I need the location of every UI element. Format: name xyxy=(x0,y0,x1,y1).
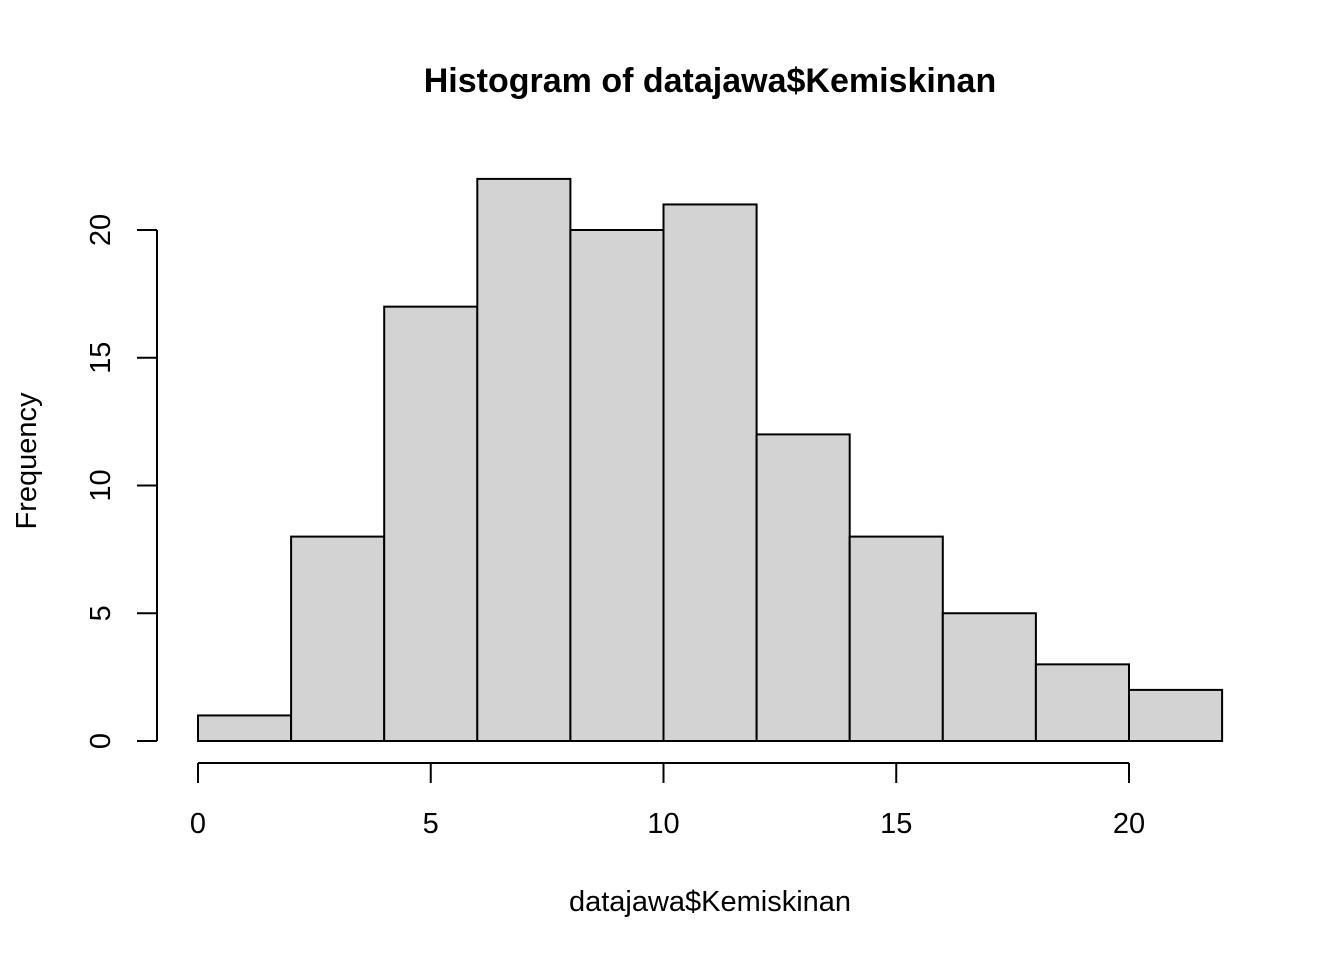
x-tick-label-5: 5 xyxy=(423,808,439,840)
histogram-bar-14-16 xyxy=(848,535,944,742)
bars-group xyxy=(197,177,1224,743)
histogram-bar-20-22 xyxy=(1128,688,1224,743)
y-tick-label-5: 5 xyxy=(85,605,117,621)
y-tick-label-20: 20 xyxy=(85,214,117,246)
x-tick-label-10: 10 xyxy=(647,808,679,840)
histogram-bar-2-4 xyxy=(290,535,386,742)
histogram-bar-0-2 xyxy=(197,714,293,743)
y-tick-label-15: 15 xyxy=(85,342,117,374)
histogram-bar-4-6 xyxy=(383,305,479,742)
x-tick-label-20: 20 xyxy=(1113,808,1145,840)
y-tick-label-0: 0 xyxy=(85,733,117,749)
x-tick-label-15: 15 xyxy=(880,808,912,840)
x-tick-label-0: 0 xyxy=(190,808,206,840)
histogram-bar-18-20 xyxy=(1034,663,1131,742)
chart-title: Histogram of datajawa$Kemiskinan xyxy=(424,62,997,100)
x-axis-label: datajawa$Kemiskinan xyxy=(569,886,851,918)
histogram-bar-8-10 xyxy=(569,229,665,742)
histogram-bar-10-12 xyxy=(662,203,758,742)
histogram-bar-16-18 xyxy=(941,612,1037,742)
histogram-bar-6-8 xyxy=(476,177,572,742)
x-axis: 0 5 10 15 20 xyxy=(190,762,1145,840)
histogram-bar-12-14 xyxy=(755,433,851,742)
y-axis: 0 5 10 15 20 xyxy=(85,214,158,749)
y-tick-label-10: 10 xyxy=(85,469,117,501)
y-axis-label: Frequency xyxy=(11,392,43,530)
